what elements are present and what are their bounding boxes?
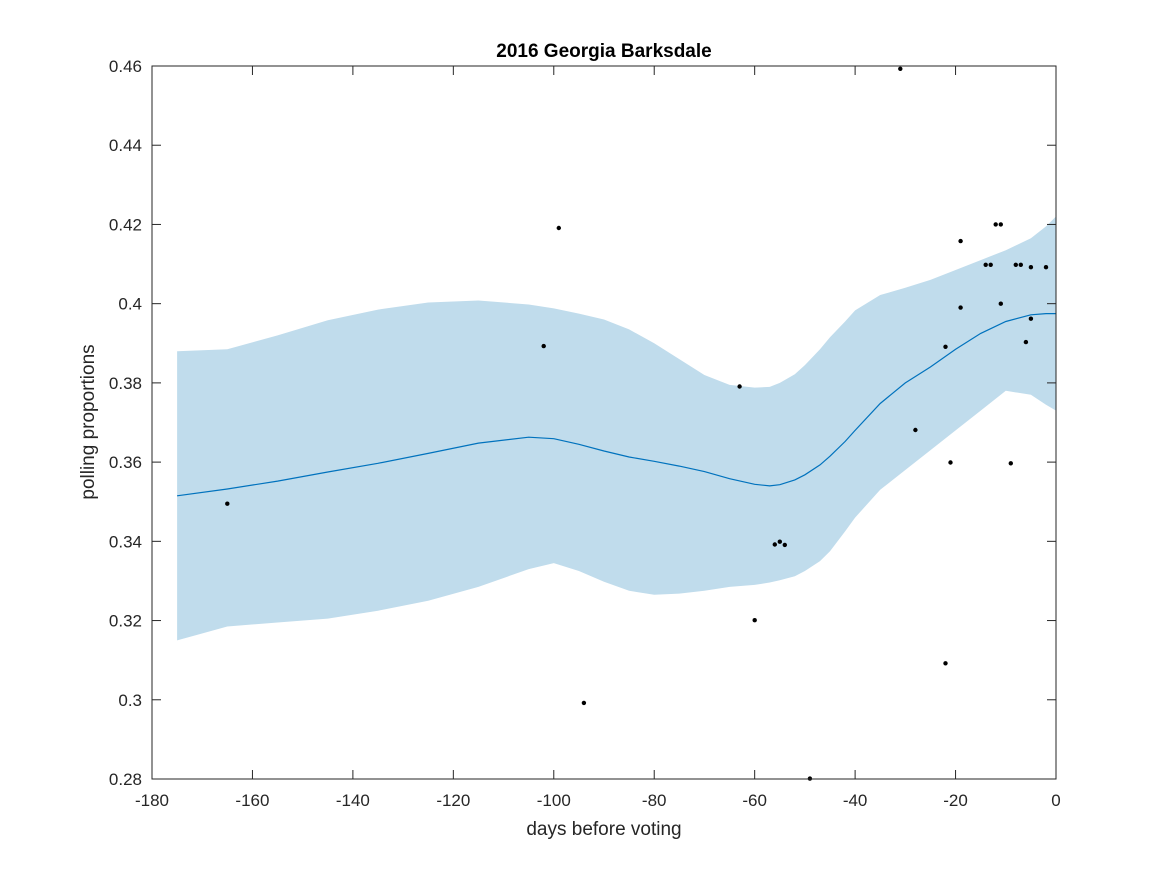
x-tick-label: -80 bbox=[642, 791, 667, 810]
y-tick-label: 0.4 bbox=[118, 295, 142, 314]
data-point bbox=[1028, 316, 1034, 321]
data-point bbox=[737, 384, 742, 389]
chart-title: 2016 Georgia Barksdale bbox=[496, 41, 711, 62]
x-tick-label: -100 bbox=[537, 791, 571, 810]
x-tick-label: -160 bbox=[235, 791, 269, 810]
data-point bbox=[1028, 265, 1034, 270]
confidence-band bbox=[177, 216, 1057, 641]
data-point bbox=[581, 700, 587, 706]
x-tick-label: -180 bbox=[135, 791, 169, 810]
data-point bbox=[556, 225, 561, 231]
fit-line bbox=[177, 313, 1056, 497]
x-tick-label: -20 bbox=[943, 791, 968, 810]
x-tick-label: 0 bbox=[1051, 791, 1060, 810]
x-tick-label: -60 bbox=[742, 791, 767, 810]
data-point bbox=[752, 618, 757, 623]
data-point bbox=[958, 305, 963, 310]
x-tick-label: -120 bbox=[436, 791, 470, 810]
x-tick-label: -40 bbox=[843, 791, 868, 810]
data-point bbox=[541, 343, 546, 349]
y-tick-label: 0.28 bbox=[109, 770, 142, 789]
data-point bbox=[958, 238, 963, 244]
x-axis-label: days before voting bbox=[526, 819, 681, 840]
data-point bbox=[1013, 262, 1018, 267]
y-axis-label: polling proportions bbox=[78, 344, 99, 499]
y-tick-label: 0.44 bbox=[109, 136, 142, 155]
data-point bbox=[772, 542, 777, 547]
data-point bbox=[998, 301, 1003, 306]
data-point bbox=[1023, 339, 1029, 345]
data-point bbox=[898, 66, 903, 72]
data-point bbox=[988, 262, 993, 267]
data-points-layer bbox=[225, 66, 1049, 781]
y-tick-label: 0.42 bbox=[109, 215, 142, 234]
data-point bbox=[943, 661, 948, 666]
y-tick-label: 0.36 bbox=[109, 453, 142, 472]
data-point bbox=[782, 542, 787, 548]
confidence-band-layer bbox=[177, 216, 1057, 641]
data-point bbox=[777, 539, 782, 544]
y-tick-label: 0.32 bbox=[109, 612, 142, 631]
x-tick-label: -140 bbox=[336, 791, 370, 810]
axes-box bbox=[151, 65, 1057, 780]
data-point bbox=[983, 262, 988, 267]
data-point bbox=[948, 460, 953, 465]
fit-line-layer bbox=[177, 313, 1056, 497]
data-point bbox=[943, 344, 948, 349]
data-point bbox=[993, 222, 998, 227]
y-tick-label: 0.46 bbox=[109, 57, 142, 76]
y-tick-label: 0.34 bbox=[109, 532, 142, 551]
y-tick-label: 0.3 bbox=[118, 691, 142, 710]
data-point bbox=[1008, 461, 1013, 466]
axes-layer: -180 -160 -140 -120 -100 -80 -60 -40 -20 0 0.28 0.3… bbox=[109, 57, 1061, 810]
y-tick-label: 0.38 bbox=[109, 374, 142, 393]
data-point bbox=[998, 222, 1003, 227]
data-point bbox=[1018, 262, 1023, 267]
data-point bbox=[1043, 265, 1049, 270]
data-point bbox=[225, 501, 230, 506]
data-point bbox=[913, 427, 918, 433]
